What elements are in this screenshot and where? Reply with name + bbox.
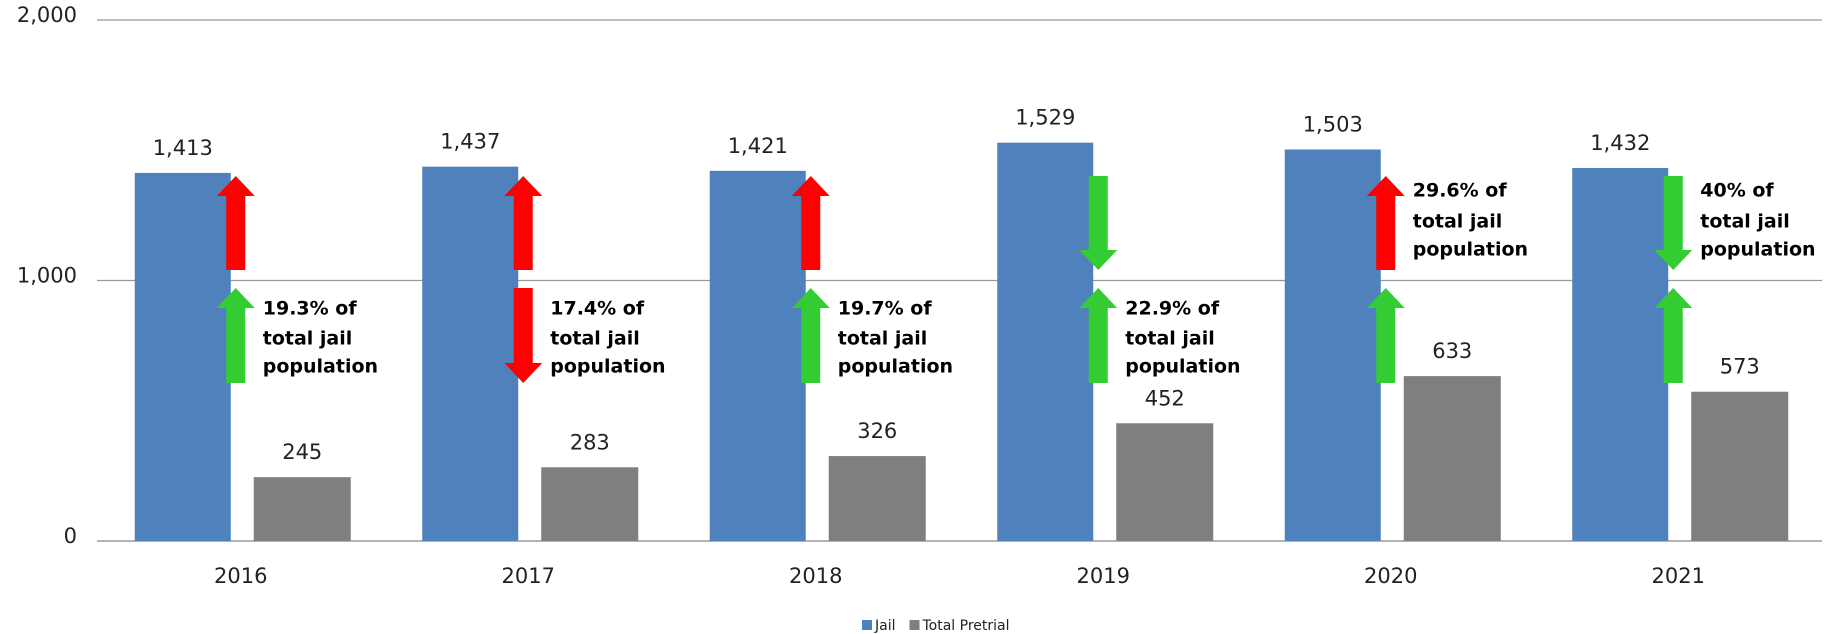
value-label: 633 [1432, 339, 1472, 363]
value-label: 1,413 [153, 136, 213, 160]
value-label: 1,432 [1590, 131, 1650, 155]
arrow [1079, 288, 1118, 383]
annotation: total jail [838, 328, 928, 350]
annotation: total jail [1125, 328, 1215, 350]
arrow [216, 288, 255, 383]
x-tick-label: 2018 [789, 564, 842, 588]
annotation: total jail [1413, 211, 1503, 233]
arrow [216, 176, 255, 270]
value-label: 1,437 [440, 130, 500, 154]
arrow [1079, 176, 1118, 270]
bar [422, 166, 519, 541]
x-tick-label: 2020 [1364, 564, 1417, 588]
annotation: population [1125, 356, 1240, 378]
bar [541, 467, 639, 541]
arrow [504, 176, 543, 270]
annotation: population [550, 356, 665, 378]
arrow [1366, 288, 1405, 383]
value-label: 245 [282, 440, 322, 464]
annotation: population [263, 356, 378, 378]
arrow [791, 288, 830, 383]
arrow [504, 288, 543, 383]
bar [997, 142, 1094, 541]
x-tick-label: 2017 [502, 564, 555, 588]
annotation: population [838, 356, 953, 378]
x-tick-label: 2016 [214, 564, 267, 588]
bar [709, 170, 806, 541]
annotation: 19.7% of [838, 298, 933, 320]
annotation: total jail [550, 328, 640, 350]
value-label: 573 [1720, 355, 1760, 379]
annotation: 22.9% of [1125, 298, 1220, 320]
arrow [1366, 176, 1405, 270]
bar [1691, 391, 1789, 541]
annotation: 17.4% of [550, 298, 645, 320]
annotation: total jail [263, 328, 353, 350]
annotation: 40% of [1700, 180, 1774, 202]
x-tick-label: 2021 [1652, 564, 1705, 588]
y-tick-label: 1,000 [17, 264, 77, 288]
annotation: population [1700, 239, 1815, 261]
bar [1572, 167, 1669, 542]
value-label: 1,421 [728, 134, 788, 158]
bar [253, 477, 351, 541]
value-label: 1,529 [1015, 106, 1075, 130]
bar [828, 456, 926, 541]
x-tick-label: 2019 [1077, 564, 1130, 588]
value-label: 326 [857, 419, 897, 443]
arrow [1654, 288, 1693, 383]
value-label: 283 [570, 430, 610, 454]
legend-label: Jail [874, 618, 896, 634]
bar [134, 172, 231, 541]
arrow [1654, 176, 1693, 270]
bar [1284, 149, 1381, 541]
bar [1116, 423, 1214, 541]
annotation: 19.3% of [263, 298, 358, 320]
legend-swatch [862, 620, 872, 630]
y-tick-label: 0 [64, 524, 77, 548]
annotation: 29.6% of [1413, 180, 1508, 202]
y-tick-label: 2,000 [17, 3, 77, 27]
annotation: population [1413, 239, 1528, 261]
arrow [791, 176, 830, 270]
bar [1403, 376, 1501, 541]
legend-swatch [909, 620, 920, 630]
value-label: 1,503 [1303, 112, 1363, 136]
annotation: total jail [1700, 211, 1790, 233]
legend-label: Total Pretrial [922, 618, 1010, 634]
value-label: 452 [1145, 386, 1185, 410]
